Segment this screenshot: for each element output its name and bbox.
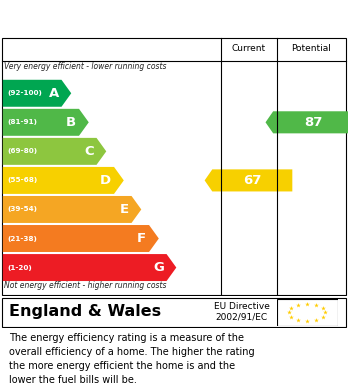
Text: (39-54): (39-54) (7, 206, 37, 212)
Polygon shape (266, 111, 348, 133)
Text: D: D (100, 174, 111, 187)
Text: Current: Current (232, 44, 266, 53)
Text: England & Wales: England & Wales (9, 304, 161, 319)
Polygon shape (3, 167, 124, 194)
Text: 87: 87 (304, 116, 322, 129)
Polygon shape (3, 80, 71, 107)
Text: (55-68): (55-68) (7, 178, 37, 183)
Text: C: C (84, 145, 94, 158)
Text: B: B (66, 116, 76, 129)
Polygon shape (3, 225, 159, 252)
Text: G: G (153, 261, 164, 274)
Polygon shape (205, 169, 292, 192)
Text: F: F (137, 232, 146, 245)
Text: A: A (48, 87, 59, 100)
Text: E: E (120, 203, 129, 216)
Text: (81-91): (81-91) (7, 119, 37, 126)
Polygon shape (3, 109, 89, 136)
Text: The energy efficiency rating is a measure of the
overall efficiency of a home. T: The energy efficiency rating is a measur… (9, 334, 254, 386)
Text: Very energy efficient - lower running costs: Very energy efficient - lower running co… (4, 62, 167, 72)
Text: EU Directive
2002/91/EC: EU Directive 2002/91/EC (214, 302, 270, 321)
Text: (1-20): (1-20) (7, 265, 32, 271)
Text: 67: 67 (243, 174, 261, 187)
Polygon shape (3, 254, 176, 281)
Text: (69-80): (69-80) (7, 148, 37, 154)
Text: Not energy efficient - higher running costs: Not energy efficient - higher running co… (4, 281, 167, 290)
Polygon shape (3, 196, 141, 223)
FancyBboxPatch shape (2, 298, 346, 327)
Text: (92-100): (92-100) (7, 90, 42, 96)
Text: Energy Efficiency Rating: Energy Efficiency Rating (10, 11, 232, 26)
Text: Potential: Potential (292, 44, 331, 53)
Polygon shape (3, 138, 106, 165)
Text: (21-38): (21-38) (7, 235, 37, 242)
